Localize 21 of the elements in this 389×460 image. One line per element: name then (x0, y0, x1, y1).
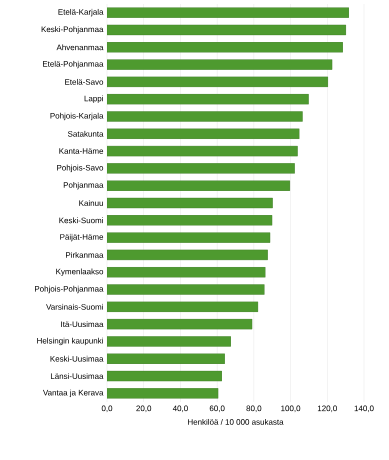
bar (107, 76, 328, 88)
bar (107, 180, 290, 191)
bar (107, 232, 270, 243)
bar (107, 354, 225, 364)
bar (107, 7, 349, 18)
bar (107, 215, 272, 226)
bar (107, 94, 309, 104)
bar (107, 59, 332, 70)
bar (107, 163, 295, 174)
bar (107, 388, 218, 399)
bar (107, 42, 343, 52)
bar (107, 128, 300, 139)
bar (107, 198, 273, 208)
bar (107, 318, 252, 330)
bar (107, 284, 265, 295)
bar (107, 24, 346, 36)
bar (107, 267, 266, 278)
bar (107, 111, 303, 122)
bar (107, 146, 298, 156)
bar (107, 250, 268, 260)
bar (107, 302, 258, 312)
